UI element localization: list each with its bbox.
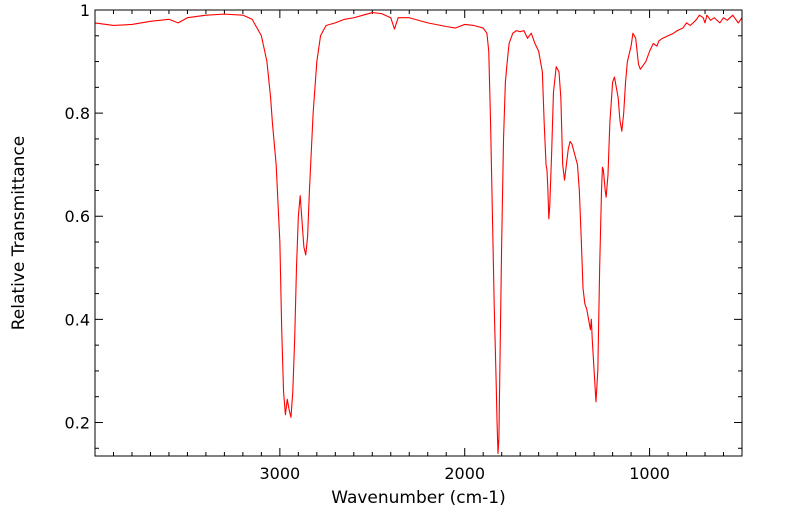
y-tick-label: 1 [80, 1, 90, 20]
plot-background [95, 10, 742, 456]
y-tick-label: 0.6 [65, 207, 90, 226]
tick-labels: 3000 2000 1000 0.2 0.4 0.6 0.8 1 [65, 1, 670, 483]
x-axis-title: Wavenumber (cm-1) [331, 488, 506, 508]
plot-frame [94, 9, 743, 457]
x-tick-label: 3000 [259, 464, 300, 483]
y-tick-label: 0.2 [65, 413, 90, 432]
x-tick-label: 2000 [444, 464, 485, 483]
transmittance-line [95, 12, 742, 454]
y-tick-label: 0.4 [65, 310, 90, 329]
x-tick-label: 1000 [629, 464, 670, 483]
y-tick-label: 0.8 [65, 104, 90, 123]
y-axis-title: Relative Transmittance [9, 136, 29, 331]
tick-marks [95, 9, 742, 456]
